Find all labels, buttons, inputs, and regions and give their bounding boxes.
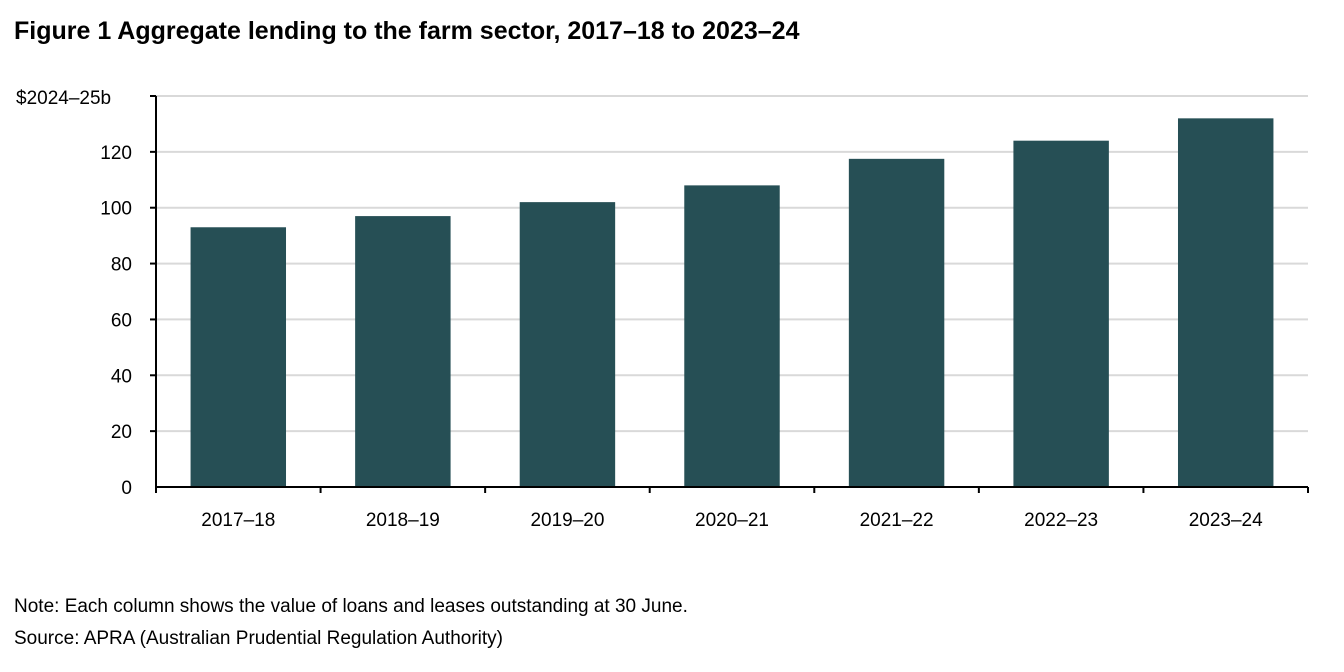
tick-labels: 0 20 40 60 80 100 120 $2024–25b 2017–18 2018–19 20… xyxy=(16,88,1263,531)
x-tick-label: 2022–23 xyxy=(1024,510,1098,531)
y-axis-unit-label: $2024–25b xyxy=(16,88,111,109)
bars xyxy=(190,118,1274,488)
bar-2017–18 xyxy=(190,227,287,487)
x-tick-label: 2018–19 xyxy=(366,510,440,531)
bar-2019–20 xyxy=(519,202,616,487)
bar-2023–24 xyxy=(1177,118,1274,487)
x-tick-label: 2019–20 xyxy=(530,510,604,531)
bar-2022–23 xyxy=(1013,140,1109,487)
y-tick-label: 20 xyxy=(111,422,132,443)
x-tick-label: 2023–24 xyxy=(1189,510,1263,531)
bar-2018–19 xyxy=(355,216,451,488)
axes xyxy=(150,95,1309,493)
chart-note: Note: Each column shows the value of loa… xyxy=(14,596,688,617)
bar-2020–21 xyxy=(684,185,780,487)
y-tick-label: 40 xyxy=(111,366,132,387)
y-tick-label: 80 xyxy=(111,255,132,276)
y-tick-label: 100 xyxy=(100,199,132,220)
bar-2021–22 xyxy=(848,158,945,487)
y-tick-label: 60 xyxy=(111,310,132,331)
y-tick-label: 120 xyxy=(100,143,132,164)
figure-title: Figure 1 Aggregate lending to the farm s… xyxy=(14,17,800,45)
x-tick-label: 2017–18 xyxy=(201,510,275,531)
bar-chart: 0 20 40 60 80 100 120 $2024–25b 2017–18 2018–19 20… xyxy=(16,88,1309,531)
y-tick-label: 0 xyxy=(121,478,132,499)
x-tick-label: 2021–22 xyxy=(860,510,934,531)
chart-source: Source: APRA (Australian Prudential Regu… xyxy=(14,628,503,649)
x-tick-label: 2020–21 xyxy=(695,510,769,531)
